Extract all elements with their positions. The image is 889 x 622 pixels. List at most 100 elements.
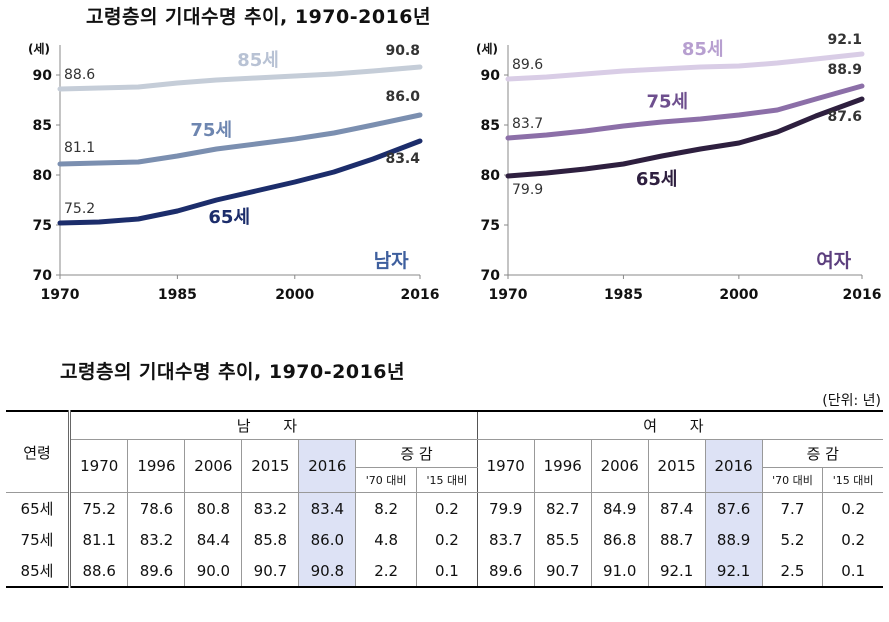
male-year-3: 2006 bbox=[184, 439, 242, 493]
series-line bbox=[505, 51, 865, 82]
series-line bbox=[57, 112, 423, 167]
value-cell: 92.1 bbox=[647, 555, 706, 587]
start-value-label: 75.2 bbox=[64, 201, 95, 217]
value-cell: 90.7 bbox=[533, 555, 592, 587]
start-value-label: 81.1 bbox=[64, 140, 95, 156]
y-tick-label: 85 bbox=[481, 118, 500, 134]
series-name-label: 65세 bbox=[636, 169, 678, 190]
end-value-label: 92.1 bbox=[827, 32, 862, 48]
life-expectancy-charts: (세) 70 75 80 85 90 1970 1985 2000 2016 88.6 90.8 85세… bbox=[28, 32, 882, 303]
female-year-4: 2015 bbox=[647, 439, 706, 493]
x-tick-label: 1970 bbox=[41, 287, 80, 303]
x-tick-label: 2016 bbox=[401, 287, 440, 303]
value-cell: 87.6 bbox=[704, 492, 763, 524]
x-tick-label: 2000 bbox=[719, 287, 758, 303]
y-tick-label: 70 bbox=[481, 268, 501, 284]
panel-label: 여자 bbox=[816, 250, 851, 272]
change-cell: 0.2 bbox=[822, 524, 883, 555]
value-cell: 90.7 bbox=[241, 555, 299, 587]
value-cell: 90.0 bbox=[184, 555, 242, 587]
y-tick-label: 75 bbox=[481, 218, 500, 234]
end-value-label: 90.8 bbox=[385, 43, 420, 59]
charts-title: 고령층의 기대수명 추이, 1970-2016년 bbox=[86, 6, 431, 28]
male-year-1: 1970 bbox=[67, 439, 128, 493]
x-tick-label: 2016 bbox=[843, 287, 882, 303]
value-cell: 88.6 bbox=[67, 555, 128, 587]
start-value-label: 83.7 bbox=[512, 116, 543, 132]
value-cell: 79.9 bbox=[476, 492, 535, 524]
male-year-4: 2015 bbox=[241, 439, 299, 493]
change-cell: 0.2 bbox=[416, 524, 478, 555]
y-tick-label: 80 bbox=[481, 168, 501, 184]
value-cell: 83.4 bbox=[298, 492, 356, 524]
male-group-header: 남 자 bbox=[68, 411, 478, 440]
change-cell: 0.1 bbox=[822, 555, 883, 587]
end-value-label: 87.6 bbox=[827, 109, 862, 125]
series-name-label: 85세 bbox=[682, 39, 724, 60]
end-value-label: 83.4 bbox=[385, 151, 420, 167]
male-change-vs70: '70 대비 bbox=[355, 467, 417, 493]
y-tick-label: 75 bbox=[33, 218, 52, 234]
female-year-2: 1996 bbox=[533, 439, 592, 493]
change-cell: 5.2 bbox=[761, 524, 823, 555]
value-cell: 88.7 bbox=[647, 524, 706, 555]
value-cell: 75.2 bbox=[67, 492, 128, 524]
female-year-3: 2006 bbox=[590, 439, 649, 493]
value-cell: 86.8 bbox=[590, 524, 649, 555]
series-line bbox=[505, 96, 865, 179]
x-tick-label: 1985 bbox=[158, 287, 197, 303]
y-tick-label: 85 bbox=[33, 118, 52, 134]
value-cell: 84.4 bbox=[184, 524, 242, 555]
y-unit-label: (세) bbox=[476, 41, 498, 56]
life-expectancy-table: 연령 남 자 여 자 1970 1996 2006 2015 2016 증 감 … bbox=[6, 410, 883, 588]
male-year-2: 1996 bbox=[127, 439, 185, 493]
series-name-label: 65세 bbox=[208, 207, 250, 228]
female-change-header: 증 감 bbox=[761, 439, 883, 468]
table-row: 65세 75.2 78.6 80.8 83.2 83.4 8.2 0.2 79.… bbox=[6, 492, 883, 524]
change-cell: 2.2 bbox=[355, 555, 417, 587]
end-value-label: 86.0 bbox=[385, 89, 420, 105]
y-tick-label: 90 bbox=[481, 68, 501, 84]
value-cell: 83.2 bbox=[241, 492, 299, 524]
value-cell: 87.4 bbox=[647, 492, 706, 524]
start-value-label: 88.6 bbox=[64, 67, 95, 83]
x-tick-label: 1985 bbox=[604, 287, 643, 303]
start-value-label: 79.9 bbox=[512, 182, 543, 198]
x-tick-label: 1970 bbox=[489, 287, 528, 303]
series-name-label: 75세 bbox=[190, 120, 232, 141]
female-change-vs70: '70 대비 bbox=[761, 467, 823, 493]
age-cell: 75세 bbox=[20, 531, 54, 549]
age-cell: 65세 bbox=[6, 492, 70, 524]
change-cell: 7.7 bbox=[761, 492, 823, 524]
value-cell: 82.7 bbox=[533, 492, 592, 524]
y-tick-label: 80 bbox=[33, 168, 53, 184]
row-header: 연령 bbox=[6, 411, 70, 493]
age-cell: 85세 bbox=[20, 562, 54, 580]
series-line bbox=[505, 83, 865, 141]
change-cell: 0.1 bbox=[416, 555, 478, 587]
table-title: 고령층의 기대수명 추이, 1970-2016년 bbox=[60, 361, 405, 383]
female-change-vs15: '15 대비 bbox=[822, 467, 883, 493]
value-cell: 92.1 bbox=[704, 555, 763, 587]
value-cell: 86.0 bbox=[298, 524, 356, 555]
end-value-label: 88.9 bbox=[827, 62, 862, 78]
start-value-label: 89.6 bbox=[512, 57, 543, 73]
female-group-header: 여 자 bbox=[476, 411, 883, 440]
y-tick-label: 70 bbox=[33, 268, 53, 284]
unit-note: (단위: 년) bbox=[822, 393, 881, 409]
value-cell: 89.6 bbox=[476, 555, 535, 587]
value-cell: 91.0 bbox=[590, 555, 649, 587]
table-row: 85세 88.6 89.6 90.0 90.7 90.8 2.2 0.1 89.… bbox=[6, 555, 883, 587]
value-cell: 81.1 bbox=[67, 524, 128, 555]
series-line bbox=[57, 138, 423, 226]
value-cell: 85.5 bbox=[533, 524, 592, 555]
value-cell: 78.6 bbox=[127, 492, 185, 524]
female-year-1: 1970 bbox=[476, 439, 535, 493]
female-year-5: 2016 bbox=[704, 439, 763, 493]
value-cell: 80.8 bbox=[184, 492, 242, 524]
series-name-label: 75세 bbox=[646, 92, 688, 113]
x-tick-label: 2000 bbox=[275, 287, 314, 303]
y-unit-label: (세) bbox=[28, 41, 50, 56]
value-cell: 83.2 bbox=[127, 524, 185, 555]
male-year-5: 2016 bbox=[298, 439, 356, 493]
